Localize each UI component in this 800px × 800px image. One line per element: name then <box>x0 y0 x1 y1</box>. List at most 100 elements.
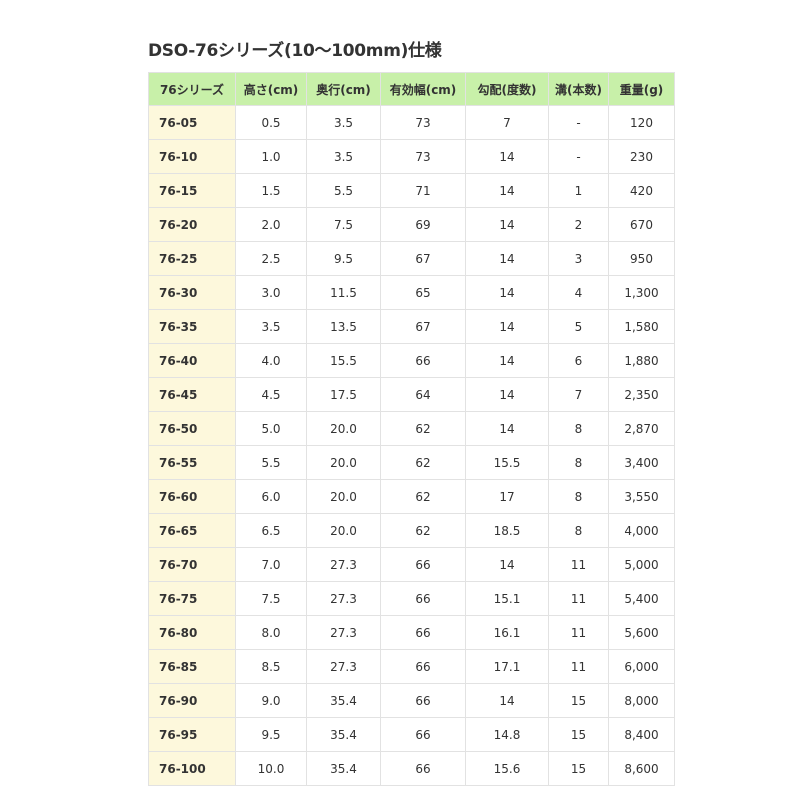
table-cell: 20.0 <box>306 445 381 480</box>
table-cell: 420 <box>608 173 675 208</box>
table-cell: 64 <box>380 377 466 412</box>
table-cell: 3 <box>548 241 609 276</box>
table-cell: 27.3 <box>306 581 381 616</box>
table-cell: 1.0 <box>235 139 307 174</box>
model-cell: 76-50 <box>148 411 236 446</box>
table-cell: 14 <box>465 241 549 276</box>
table-row: 76-60 6.0 20.0 62 17 8 3,550 <box>148 479 675 514</box>
table-cell: 5.5 <box>235 445 307 480</box>
table-row: 76-100 10.0 35.4 66 15.6 15 8,600 <box>148 751 675 786</box>
table-row: 76-70 7.0 27.3 66 14 11 5,000 <box>148 547 675 582</box>
table-cell: 11 <box>548 615 609 650</box>
table-cell: 8 <box>548 445 609 480</box>
header-row: 76シリーズ 高さ(cm) 奥行(cm) 有効幅(cm) 勾配(度数) 溝(本数) 重量(g… <box>148 72 675 106</box>
table-cell: 6,000 <box>608 649 675 684</box>
model-cell: 76-05 <box>148 105 236 140</box>
model-cell: 76-80 <box>148 615 236 650</box>
table-cell: 62 <box>380 411 466 446</box>
table-cell: 0.5 <box>235 105 307 140</box>
model-cell: 76-20 <box>148 207 236 242</box>
table-cell: 11 <box>548 547 609 582</box>
table-row: 76-95 9.5 35.4 66 14.8 15 8,400 <box>148 717 675 752</box>
table-cell: 69 <box>380 207 466 242</box>
table-cell: 14 <box>465 275 549 310</box>
table-cell: 15.5 <box>465 445 549 480</box>
table-row: 76-05 0.5 3.5 73 7-120 <box>148 105 675 140</box>
table-cell: 6 <box>548 343 609 378</box>
table-cell: 15.1 <box>465 581 549 616</box>
model-cell: 76-35 <box>148 309 236 344</box>
table-cell: 3.0 <box>235 275 307 310</box>
table-row: 76-50 5.0 20.0 62 14 8 2,870 <box>148 411 675 446</box>
table-cell: 2.5 <box>235 241 307 276</box>
table-cell: 66 <box>380 683 466 718</box>
table-cell: 7 <box>465 105 549 140</box>
table-cell: 230 <box>608 139 675 174</box>
table-cell: 15 <box>548 717 609 752</box>
table-cell: 950 <box>608 241 675 276</box>
model-cell: 76-95 <box>148 717 236 752</box>
model-cell: 76-90 <box>148 683 236 718</box>
model-cell: 76-45 <box>148 377 236 412</box>
table-cell: 66 <box>380 343 466 378</box>
table-cell: 16.1 <box>465 615 549 650</box>
model-cell: 76-15 <box>148 173 236 208</box>
table-cell: 4.5 <box>235 377 307 412</box>
table-cell: 8 <box>548 479 609 514</box>
table-row: 76-40 4.0 15.5 66 14 6 1,880 <box>148 343 675 378</box>
table-cell: 8 <box>548 411 609 446</box>
table-cell: 62 <box>380 445 466 480</box>
table-cell: 67 <box>380 241 466 276</box>
table-row: 76-30 3.0 11.5 65 14 4 1,300 <box>148 275 675 310</box>
spec-table: 76シリーズ 高さ(cm) 奥行(cm) 有効幅(cm) 勾配(度数) 溝(本数) 重量(g… <box>148 72 675 786</box>
table-cell: 7.5 <box>306 207 381 242</box>
table-cell: 66 <box>380 649 466 684</box>
model-cell: 76-100 <box>148 751 236 786</box>
table-cell: 1,580 <box>608 309 675 344</box>
table-cell: 7.5 <box>235 581 307 616</box>
table-cell: 1.5 <box>235 173 307 208</box>
model-cell: 76-60 <box>148 479 236 514</box>
table-cell: 1 <box>548 173 609 208</box>
table-cell: 20.0 <box>306 513 381 548</box>
table-cell: 13.5 <box>306 309 381 344</box>
table-cell: 15 <box>548 683 609 718</box>
table-cell: 120 <box>608 105 675 140</box>
table-cell: 20.0 <box>306 411 381 446</box>
table-cell: 5,600 <box>608 615 675 650</box>
table-cell: - <box>548 105 609 140</box>
table-cell: 27.3 <box>306 649 381 684</box>
model-cell: 76-85 <box>148 649 236 684</box>
table-cell: 6.0 <box>235 479 307 514</box>
table-cell: 66 <box>380 751 466 786</box>
table-cell: 18.5 <box>465 513 549 548</box>
table-cell: 3.5 <box>306 105 381 140</box>
table-cell: 670 <box>608 207 675 242</box>
table-row: 76-75 7.5 27.3 66 15.1 11 5,400 <box>148 581 675 616</box>
table-cell: 5.5 <box>306 173 381 208</box>
column-header: 76シリーズ <box>148 72 236 106</box>
model-cell: 76-10 <box>148 139 236 174</box>
model-cell: 76-75 <box>148 581 236 616</box>
table-cell: 2,350 <box>608 377 675 412</box>
table-cell: 14 <box>465 173 549 208</box>
table-cell: 14 <box>465 377 549 412</box>
table-cell: 9.5 <box>235 717 307 752</box>
table-cell: 10.0 <box>235 751 307 786</box>
table-row: 76-85 8.5 27.3 66 17.1 11 6,000 <box>148 649 675 684</box>
column-header: 奥行(cm) <box>306 72 381 106</box>
model-cell: 76-25 <box>148 241 236 276</box>
table-cell: 2.0 <box>235 207 307 242</box>
table-cell: 8.5 <box>235 649 307 684</box>
table-cell: 5,000 <box>608 547 675 582</box>
table-cell: 71 <box>380 173 466 208</box>
table-cell: 14 <box>465 547 549 582</box>
table-row: 76-65 6.5 20.0 62 18.5 8 4,000 <box>148 513 675 548</box>
table-cell: 3.5 <box>306 139 381 174</box>
table-cell: 11 <box>548 649 609 684</box>
table-cell: 17.1 <box>465 649 549 684</box>
table-cell: 14 <box>465 139 549 174</box>
table-cell: 62 <box>380 513 466 548</box>
column-header: 勾配(度数) <box>465 72 549 106</box>
table-cell: 66 <box>380 581 466 616</box>
